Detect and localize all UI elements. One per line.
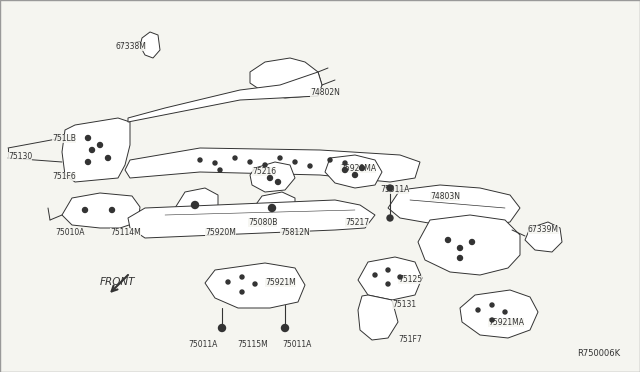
- Circle shape: [445, 237, 451, 243]
- Circle shape: [386, 282, 390, 286]
- Text: 74802N: 74802N: [310, 88, 340, 97]
- Text: 75812N: 75812N: [280, 228, 310, 237]
- Circle shape: [387, 185, 393, 191]
- Circle shape: [343, 161, 347, 165]
- Text: 751LB: 751LB: [52, 134, 76, 143]
- Polygon shape: [128, 72, 322, 122]
- Text: 75920M: 75920M: [205, 228, 236, 237]
- Polygon shape: [388, 185, 520, 228]
- Circle shape: [106, 155, 111, 160]
- Polygon shape: [250, 162, 295, 192]
- Circle shape: [86, 135, 90, 141]
- Circle shape: [353, 173, 358, 177]
- Circle shape: [248, 160, 252, 164]
- Circle shape: [109, 208, 115, 212]
- Text: 75011A: 75011A: [380, 185, 410, 194]
- Text: 75011A: 75011A: [188, 340, 218, 349]
- Text: 75130: 75130: [8, 152, 32, 161]
- Polygon shape: [525, 222, 562, 252]
- Polygon shape: [175, 188, 218, 218]
- Polygon shape: [125, 148, 420, 182]
- Text: 75216: 75216: [252, 167, 276, 176]
- Text: 75921MA: 75921MA: [488, 318, 524, 327]
- Text: R750006K: R750006K: [577, 349, 620, 358]
- Text: 75921M: 75921M: [265, 278, 296, 287]
- Text: FRONT: FRONT: [100, 277, 136, 287]
- Circle shape: [308, 164, 312, 168]
- Text: 75010A: 75010A: [55, 228, 84, 237]
- Text: 75114M: 75114M: [110, 228, 141, 237]
- Circle shape: [191, 202, 198, 208]
- Circle shape: [278, 156, 282, 160]
- Polygon shape: [250, 58, 322, 98]
- Circle shape: [373, 273, 377, 277]
- Circle shape: [458, 256, 463, 260]
- Circle shape: [226, 280, 230, 284]
- Circle shape: [83, 208, 88, 212]
- Circle shape: [275, 180, 280, 185]
- Text: 75080B: 75080B: [248, 218, 277, 227]
- Circle shape: [386, 268, 390, 272]
- Polygon shape: [128, 200, 375, 238]
- Circle shape: [342, 167, 348, 173]
- Text: 75115M: 75115M: [237, 340, 268, 349]
- Circle shape: [253, 282, 257, 286]
- Circle shape: [268, 176, 273, 180]
- Polygon shape: [418, 215, 520, 275]
- Circle shape: [458, 246, 463, 250]
- Text: 75011A: 75011A: [282, 340, 312, 349]
- Circle shape: [387, 215, 393, 221]
- Polygon shape: [358, 257, 422, 300]
- Circle shape: [328, 158, 332, 162]
- Text: 74803N: 74803N: [430, 192, 460, 201]
- Polygon shape: [205, 263, 305, 308]
- Circle shape: [218, 324, 225, 331]
- Circle shape: [490, 303, 494, 307]
- Circle shape: [360, 166, 365, 170]
- Circle shape: [398, 275, 402, 279]
- Circle shape: [282, 324, 289, 331]
- Circle shape: [97, 142, 102, 148]
- Text: 67339M: 67339M: [528, 225, 559, 234]
- Circle shape: [240, 290, 244, 294]
- Circle shape: [90, 148, 95, 153]
- Circle shape: [198, 158, 202, 162]
- Polygon shape: [62, 118, 130, 182]
- Text: 751F6: 751F6: [52, 172, 76, 181]
- Text: 75125: 75125: [398, 275, 422, 284]
- Circle shape: [476, 308, 480, 312]
- Polygon shape: [140, 32, 160, 58]
- Circle shape: [86, 160, 90, 164]
- Circle shape: [490, 318, 494, 322]
- Circle shape: [233, 156, 237, 160]
- Circle shape: [293, 160, 297, 164]
- Text: 75217: 75217: [345, 218, 369, 227]
- Text: 751F7: 751F7: [398, 335, 422, 344]
- Circle shape: [213, 161, 217, 165]
- Circle shape: [503, 310, 507, 314]
- Circle shape: [240, 275, 244, 279]
- Polygon shape: [62, 193, 140, 228]
- Polygon shape: [325, 155, 382, 188]
- Text: 75920MA: 75920MA: [340, 164, 376, 173]
- Circle shape: [263, 163, 267, 167]
- Circle shape: [218, 168, 222, 172]
- Polygon shape: [252, 192, 295, 220]
- Polygon shape: [460, 290, 538, 338]
- Circle shape: [269, 205, 275, 212]
- Text: 75131: 75131: [392, 300, 416, 309]
- Polygon shape: [358, 295, 398, 340]
- Text: 67338M: 67338M: [115, 42, 146, 51]
- Circle shape: [470, 240, 474, 244]
